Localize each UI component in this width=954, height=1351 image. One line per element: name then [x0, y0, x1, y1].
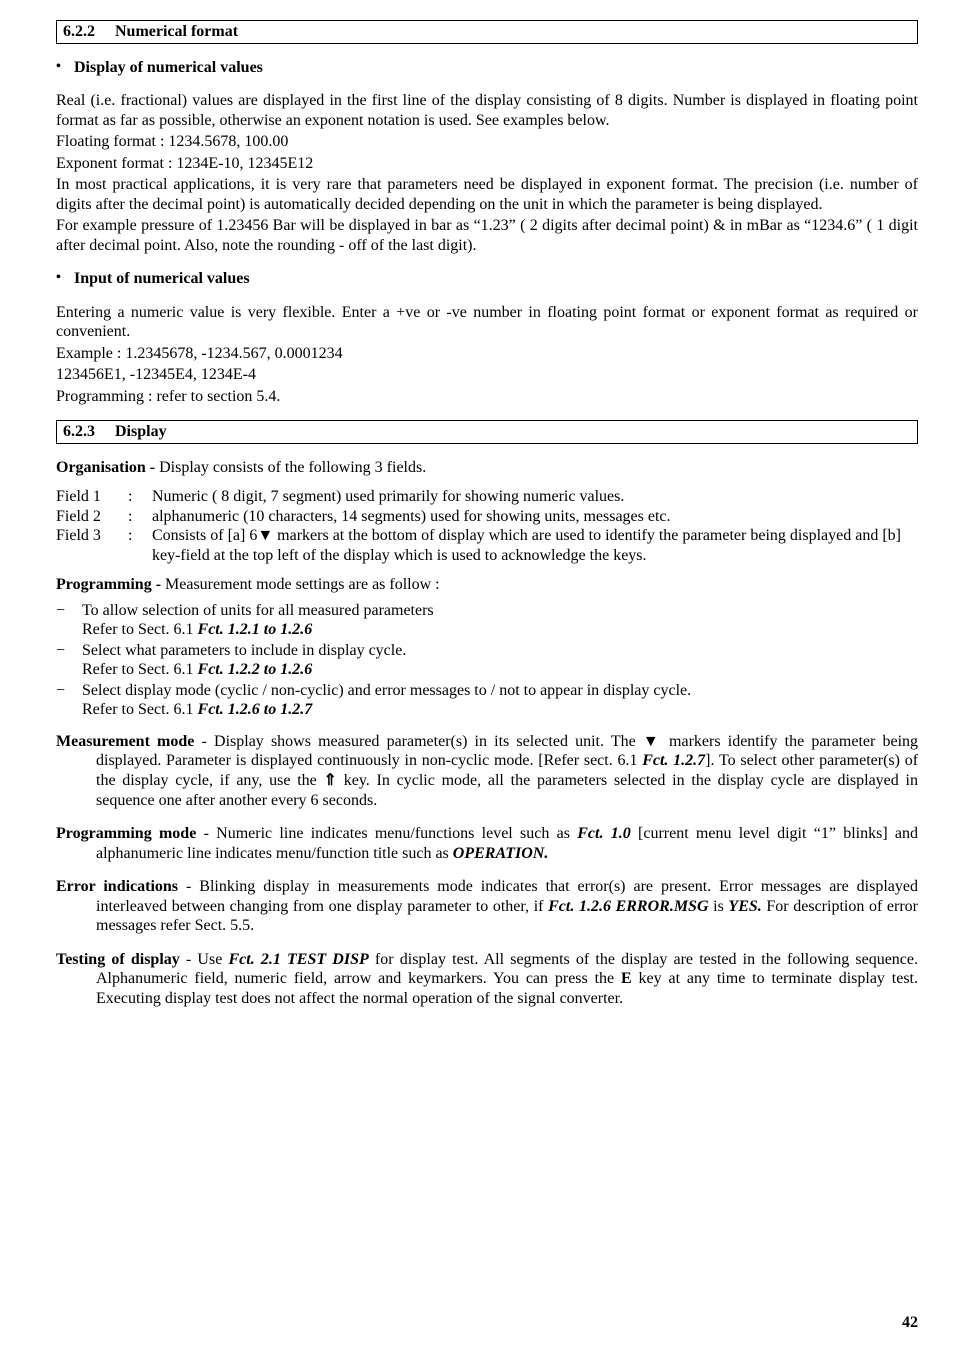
- display-values-block: Real (i.e. fractional) values are displa…: [56, 91, 918, 255]
- body-text: To allow selection of units for all meas…: [82, 602, 434, 619]
- error-indications-block: Error indications - Blinking display in …: [56, 877, 918, 936]
- fct-ref: Fct. 2.1 TEST DISP: [228, 951, 368, 968]
- programming-mode-block: Programming mode - Numeric line indicate…: [56, 824, 918, 863]
- body-text: Programming : refer to section 5.4.: [56, 387, 918, 407]
- body-text: - Use: [180, 951, 229, 968]
- field-desc: Numeric ( 8 digit, 7 segment) used prima…: [152, 487, 918, 507]
- programming-label: Programming -: [56, 576, 161, 593]
- section-title: Display: [115, 423, 167, 440]
- operation-ref: OPERATION.: [453, 845, 549, 862]
- testing-display-block: Testing of display - Use Fct. 2.1 TEST D…: [56, 950, 918, 1009]
- body-text: Refer to Sect. 6.1: [82, 621, 198, 638]
- bullet-list: Input of numerical values: [56, 269, 918, 289]
- page-number: 42: [902, 1313, 918, 1333]
- body-text: Select what parameters to include in dis…: [82, 642, 406, 659]
- triangle-down-icon: ▼: [257, 527, 273, 544]
- key-e: E: [621, 970, 632, 987]
- programming-lead: Programming - Measurement mode settings …: [56, 575, 918, 595]
- section-heading-623: 6.2.3 Display: [56, 420, 918, 444]
- fct-ref: Fct. 1.2.6 ERROR.MSG: [548, 898, 708, 915]
- field-desc: alphanumeric (10 characters, 14 segments…: [152, 507, 918, 527]
- list-item: Select display mode (cyclic / non-cyclic…: [82, 681, 918, 720]
- colon: :: [128, 507, 152, 527]
- body-text: For example pressure of 1.23456 Bar will…: [56, 216, 918, 255]
- field-label: Field 3: [56, 526, 128, 565]
- fct-ref: Fct. 1.0: [577, 825, 631, 842]
- arrow-up-icon: ⇑: [324, 772, 337, 789]
- list-item: Select what parameters to include in dis…: [82, 641, 918, 680]
- table-row: Field 1 : Numeric ( 8 digit, 7 segment) …: [56, 487, 918, 507]
- dash-list: To allow selection of units for all meas…: [56, 601, 918, 720]
- list-item: To allow selection of units for all meas…: [82, 601, 918, 640]
- bullet-input-values: Input of numerical values: [74, 269, 918, 289]
- body-text: In most practical applications, it is ve…: [56, 175, 918, 214]
- organisation-lead: Organisation - Display consists of the f…: [56, 458, 918, 478]
- section-title: Numerical format: [115, 23, 238, 40]
- fct-ref: Fct. 1.2.2 to 1.2.6: [198, 661, 313, 678]
- colon: :: [128, 526, 152, 565]
- yes-ref: YES.: [728, 898, 761, 915]
- block-title: Testing of display: [56, 951, 180, 968]
- body-text: Display consists of the following 3 fiel…: [155, 459, 426, 476]
- table-row: Field 3 : Consists of [a] 6▼ markers at …: [56, 526, 918, 565]
- block-title: Error indications: [56, 878, 178, 895]
- body-text: Refer to Sect. 6.1: [82, 661, 198, 678]
- fct-ref: Fct. 1.2.7: [642, 752, 705, 769]
- body-text: Floating format : 1234.5678, 100.00: [56, 132, 918, 152]
- body-text: - Numeric line indicates menu/functions …: [196, 825, 577, 842]
- field-desc: Consists of [a] 6▼ markers at the bottom…: [152, 526, 918, 565]
- section-number: 6.2.3: [63, 423, 95, 440]
- body-text: Refer to Sect. 6.1: [82, 701, 198, 718]
- body-text: Consists of [a] 6: [152, 527, 257, 544]
- fields-table: Field 1 : Numeric ( 8 digit, 7 segment) …: [56, 487, 918, 565]
- bullet-list: Display of numerical values: [56, 58, 918, 78]
- body-text: Real (i.e. fractional) values are displa…: [56, 91, 918, 130]
- body-text: Entering a numeric value is very flexibl…: [56, 303, 918, 342]
- fct-ref: Fct. 1.2.6 to 1.2.7: [198, 701, 313, 718]
- measurement-mode-block: Measurement mode - Display shows measure…: [56, 732, 918, 810]
- section-heading-622: 6.2.2 Numerical format: [56, 20, 918, 44]
- section-number: 6.2.2: [63, 23, 95, 40]
- body-text: Exponent format : 1234E-10, 12345E12: [56, 154, 918, 174]
- colon: :: [128, 487, 152, 507]
- block-title: Programming mode: [56, 825, 196, 842]
- input-values-block: Entering a numeric value is very flexibl…: [56, 303, 918, 407]
- triangle-down-icon: ▼: [643, 733, 662, 750]
- fct-ref: Fct. 1.2.1 to 1.2.6: [198, 621, 313, 638]
- body-text: is: [709, 898, 729, 915]
- field-label: Field 2: [56, 507, 128, 527]
- table-row: Field 2 : alphanumeric (10 characters, 1…: [56, 507, 918, 527]
- bullet-display-values: Display of numerical values: [74, 58, 918, 78]
- body-text: - Display shows measured parameter(s) in…: [194, 733, 643, 750]
- body-text: Select display mode (cyclic / non-cyclic…: [82, 682, 691, 699]
- organisation-label: Organisation -: [56, 459, 155, 476]
- field-label: Field 1: [56, 487, 128, 507]
- body-text: 123456E1, -12345E4, 1234E-4: [56, 365, 918, 385]
- block-title: Measurement mode: [56, 733, 194, 750]
- body-text: Measurement mode settings are as follow …: [161, 576, 440, 593]
- page: 6.2.2 Numerical format Display of numeri…: [0, 0, 954, 1351]
- body-text: Example : 1.2345678, -1234.567, 0.000123…: [56, 344, 918, 364]
